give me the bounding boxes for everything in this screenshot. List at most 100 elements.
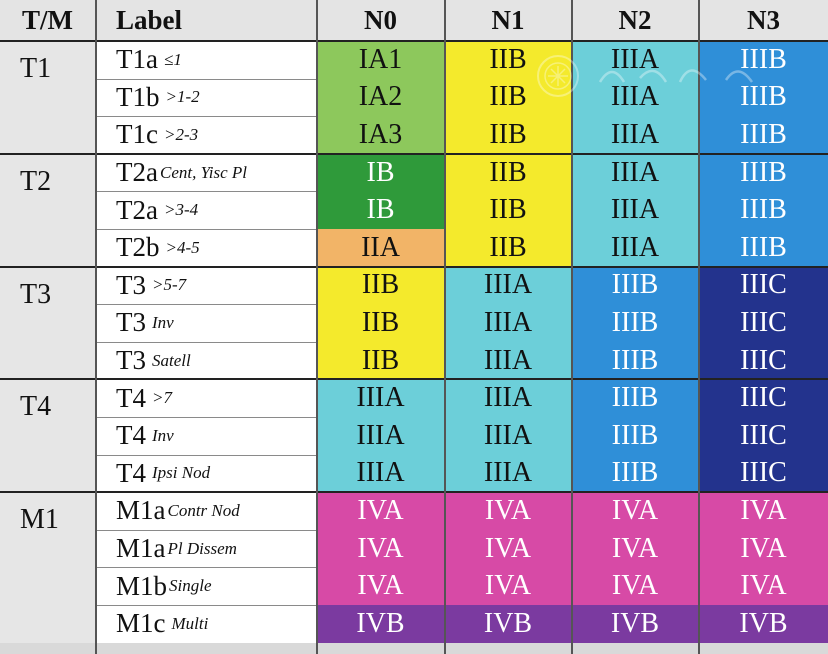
group-label: T3 (0, 266, 95, 380)
row-label: M1a Pl Dissem (96, 529, 316, 568)
row-divider (96, 304, 316, 306)
stage-cell-n1: IVA (445, 492, 571, 530)
row-label: M1a Contr Nod (96, 492, 316, 530)
stage-cell-n0: IA2 (317, 78, 444, 117)
row-label-sub: >4-5 (165, 237, 200, 257)
stage-cell-n1: IIIA (445, 417, 571, 455)
stage-cell-n2: IIIB (572, 341, 698, 380)
stage-cell-n3: IIIB (699, 116, 828, 154)
row-label-main: T4 (116, 420, 146, 451)
group-divider (0, 40, 828, 42)
column-divider (95, 0, 97, 654)
column-divider (444, 0, 446, 654)
stage-cell-n2: IIIB (572, 379, 698, 417)
stage-cell-n0: IA3 (317, 116, 444, 154)
stage-cell-n0: IIA (317, 229, 444, 267)
stage-cell-n3: IIIB (699, 191, 828, 229)
row-label-main: T4 (116, 457, 146, 488)
row-label-sub: >5-7 (152, 275, 187, 295)
row-label: T2a >3-4 (96, 191, 316, 229)
header-n0: N0 (317, 0, 444, 40)
row-label: M1c Multi (96, 605, 316, 643)
row-label-sub: ≤1 (163, 49, 182, 69)
row-label-sub: Contr Nod (167, 500, 240, 520)
row-label-sub: >3-4 (163, 200, 199, 220)
row-label: M1b Single (96, 567, 316, 605)
stage-cell-n0: IIB (317, 341, 444, 380)
stage-cell-n0: IB (317, 191, 444, 229)
stage-cell-n3: IVA (699, 529, 828, 568)
stage-cell-n3: IVB (699, 605, 828, 643)
stage-cell-n3: IIIC (699, 341, 828, 380)
stage-cell-n0: IIIA (317, 417, 444, 455)
row-label-sub: >1-2 (165, 87, 200, 107)
stage-cell-n3: IIIB (699, 41, 828, 79)
stage-cell-n1: IIIA (445, 266, 571, 305)
stage-cell-n0: IVB (317, 605, 444, 643)
stage-cell-n3: IIIC (699, 454, 828, 493)
row-label: T1c >2-3 (96, 116, 316, 154)
row-label-sub: Inv (152, 312, 174, 332)
stage-cell-n0: IVA (317, 567, 444, 605)
row-label-main: T2a (116, 157, 158, 188)
stage-cell-n0: IIB (317, 304, 444, 342)
row-label: T3 >5-7 (96, 266, 316, 305)
row-divider (96, 78, 316, 80)
row-label-sub: >2-3 (163, 124, 199, 144)
row-label-main: T1c (116, 119, 158, 150)
stage-cell-n1: IIB (445, 229, 571, 267)
column-divider (316, 0, 318, 654)
stage-cell-n3: IIIC (699, 266, 828, 305)
row-label-main: T1a (116, 44, 158, 75)
row-divider (96, 116, 316, 118)
stage-cell-n1: IIIA (445, 341, 571, 380)
group-divider (0, 265, 828, 268)
stage-cell-n1: IVA (445, 567, 571, 605)
header-n3: N3 (699, 0, 828, 40)
stage-cell-n2: IIIB (572, 266, 698, 305)
row-divider (96, 229, 316, 230)
row-label: T4 Ipsi Nod (96, 454, 316, 493)
row-divider (96, 417, 316, 418)
stage-cell-n1: IIIA (445, 304, 571, 342)
stage-cell-n2: IIIB (572, 454, 698, 493)
header-tm: T/M (0, 0, 95, 40)
stage-cell-n2: IIIB (572, 417, 698, 455)
row-label-main: T3 (116, 307, 146, 338)
stage-cell-n0: IIIA (317, 379, 444, 417)
group-divider (0, 378, 828, 381)
stage-cell-n2: IIIA (572, 191, 698, 229)
stage-cell-n1: IIIA (445, 379, 571, 417)
row-label-sub: Satell (152, 350, 191, 370)
row-label: T1b >1-2 (96, 78, 316, 117)
stage-cell-n1: IIB (445, 153, 571, 192)
stage-cell-n1: IVB (445, 605, 571, 643)
stage-cell-n2: IIIA (572, 78, 698, 117)
stage-cell-n3: IIIB (699, 229, 828, 267)
stage-cell-n2: IVA (572, 492, 698, 530)
row-label-sub: Pl Dissem (167, 538, 237, 558)
stage-cell-n0: IVA (317, 529, 444, 568)
row-divider (96, 605, 316, 606)
stage-cell-n2: IIIA (572, 116, 698, 154)
row-label-main: T3 (116, 269, 146, 300)
stage-cell-n2: IIIA (572, 41, 698, 79)
row-label-main: M1a (116, 495, 166, 526)
column-divider (571, 0, 573, 654)
row-label: T3 Inv (96, 304, 316, 342)
stage-cell-n3: IIIC (699, 304, 828, 342)
stage-cell-n2: IIIA (572, 153, 698, 192)
row-label-main: T3 (116, 345, 146, 376)
stage-cell-n2: IVB (572, 605, 698, 643)
header-n1: N1 (445, 0, 571, 40)
stage-cell-n2: IVA (572, 529, 698, 568)
group-label: T1 (0, 41, 95, 154)
stage-cell-n2: IIIA (572, 229, 698, 267)
row-label-main: T2b (116, 232, 160, 263)
header-label: Label (96, 0, 316, 40)
stage-cell-n1: IIB (445, 41, 571, 79)
row-divider (96, 454, 316, 456)
stage-cell-n3: IIIB (699, 78, 828, 117)
group-divider (0, 491, 828, 494)
